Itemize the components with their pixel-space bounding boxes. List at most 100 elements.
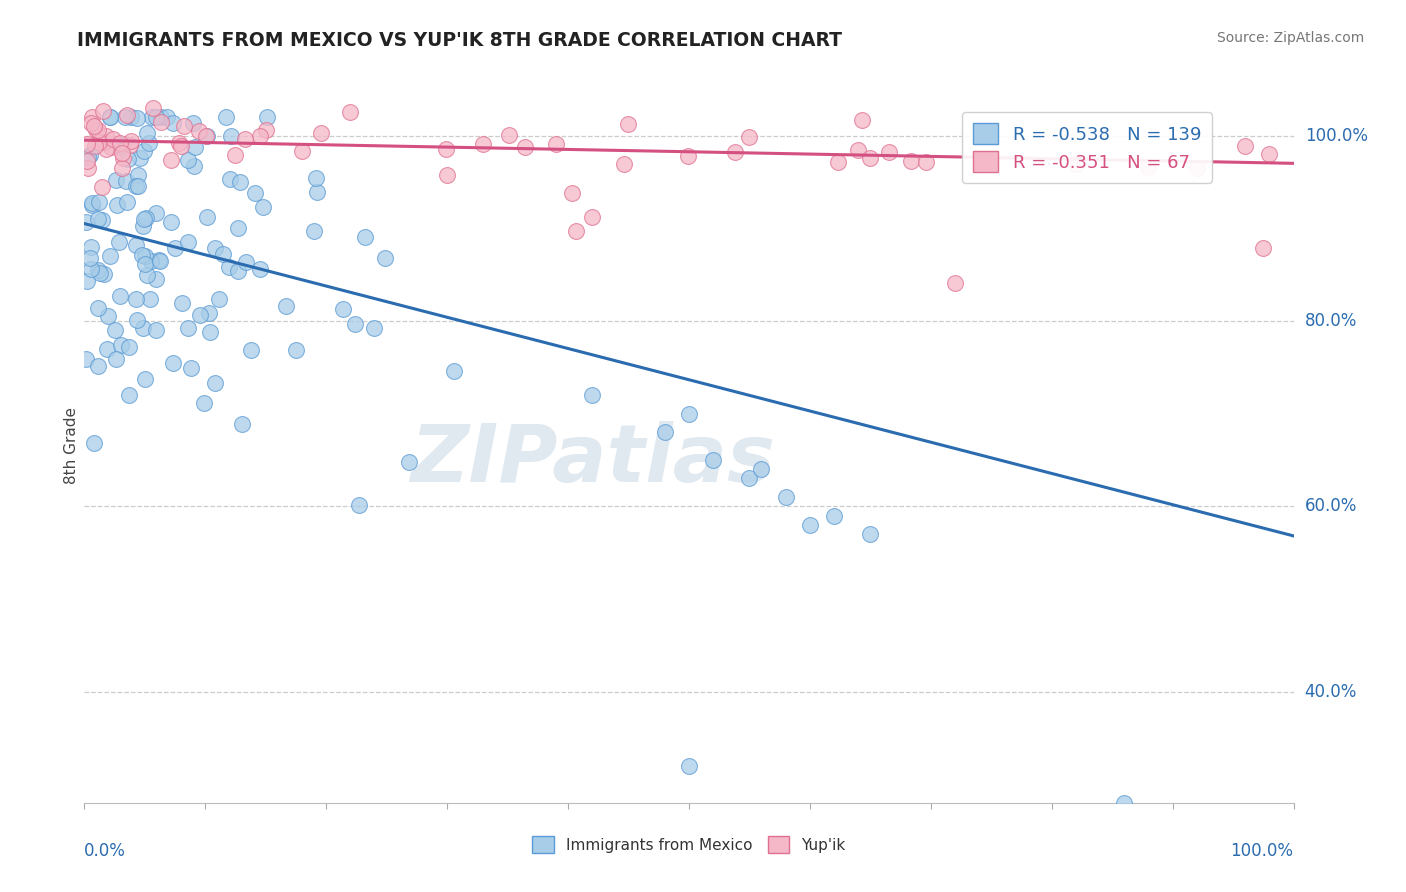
Point (349, 498, 371, 512)
Text: Source: ZipAtlas.com: Source: ZipAtlas.com (1216, 31, 1364, 45)
Point (80, 240, 103, 254)
Point (108, 235, 131, 249)
Point (125, 238, 148, 252)
Text: 100.0%: 100.0% (1305, 127, 1368, 145)
Point (877, 145, 900, 159)
Point (184, 139, 207, 153)
Point (187, 124, 209, 138)
Point (105, 197, 128, 211)
Point (546, 136, 568, 151)
Point (149, 254, 172, 268)
Point (751, 462, 773, 476)
Point (87, 195, 110, 210)
Point (112, 151, 135, 165)
Point (98, 110, 121, 124)
Point (211, 247, 233, 261)
Point (219, 172, 242, 186)
Text: 0.0%: 0.0% (84, 842, 127, 860)
Point (98, 249, 121, 263)
Point (228, 264, 250, 278)
Point (305, 185, 328, 199)
Point (180, 361, 202, 376)
Point (1234, 138, 1257, 153)
Point (159, 153, 181, 167)
Point (846, 143, 869, 157)
Point (436, 169, 458, 183)
Point (127, 111, 149, 125)
Point (200, 325, 222, 339)
Point (77, 150, 100, 164)
Point (177, 153, 200, 167)
Point (1064, 157, 1087, 171)
Point (155, 110, 177, 124)
Point (274, 299, 297, 313)
Point (114, 110, 136, 124)
Point (738, 471, 761, 485)
Point (142, 101, 165, 115)
Point (96, 142, 118, 156)
Point (79, 251, 101, 265)
Point (111, 138, 134, 153)
Point (194, 129, 217, 144)
Point (443, 364, 465, 378)
Point (80, 261, 103, 276)
Point (83, 120, 105, 134)
Point (162, 116, 184, 130)
Point (89, 267, 111, 281)
Point (93, 135, 115, 149)
Point (108, 289, 131, 303)
Point (434, 142, 457, 156)
Point (363, 321, 385, 335)
Point (100, 140, 122, 154)
Point (118, 340, 141, 354)
Point (76, 161, 98, 176)
Point (75, 215, 97, 229)
Point (284, 343, 307, 357)
Point (173, 119, 195, 133)
Point (108, 140, 131, 154)
Point (87, 301, 110, 316)
Point (108, 136, 131, 150)
Point (115, 174, 138, 188)
Point (256, 110, 278, 124)
Point (125, 292, 148, 306)
Point (252, 200, 274, 214)
Point (1258, 147, 1281, 161)
Point (678, 758, 700, 772)
Point (851, 113, 873, 128)
Point (110, 146, 132, 161)
Point (218, 260, 240, 274)
Point (90, 179, 112, 194)
Point (249, 261, 271, 276)
Point (859, 151, 882, 165)
Point (117, 107, 139, 121)
Point (80, 110, 103, 124)
Point (914, 155, 936, 169)
Point (219, 128, 242, 143)
Point (86, 359, 108, 373)
Point (127, 168, 149, 182)
Point (332, 301, 354, 316)
Point (135, 126, 157, 140)
Point (83, 436, 105, 450)
Point (141, 253, 163, 268)
Point (823, 508, 845, 523)
Point (302, 224, 325, 238)
Point (135, 211, 157, 225)
Point (1114, 796, 1136, 810)
Point (134, 257, 156, 271)
Point (117, 152, 139, 166)
Point (207, 292, 229, 306)
Point (131, 248, 153, 262)
Point (132, 144, 155, 158)
Point (84, 122, 107, 136)
Point (104, 351, 127, 366)
Point (233, 131, 256, 145)
Text: 40.0%: 40.0% (1305, 682, 1357, 700)
Point (98, 110, 121, 124)
Point (138, 136, 160, 150)
Point (104, 173, 127, 187)
Text: 100.0%: 100.0% (1230, 842, 1294, 860)
Point (93, 267, 115, 281)
Point (472, 136, 495, 151)
